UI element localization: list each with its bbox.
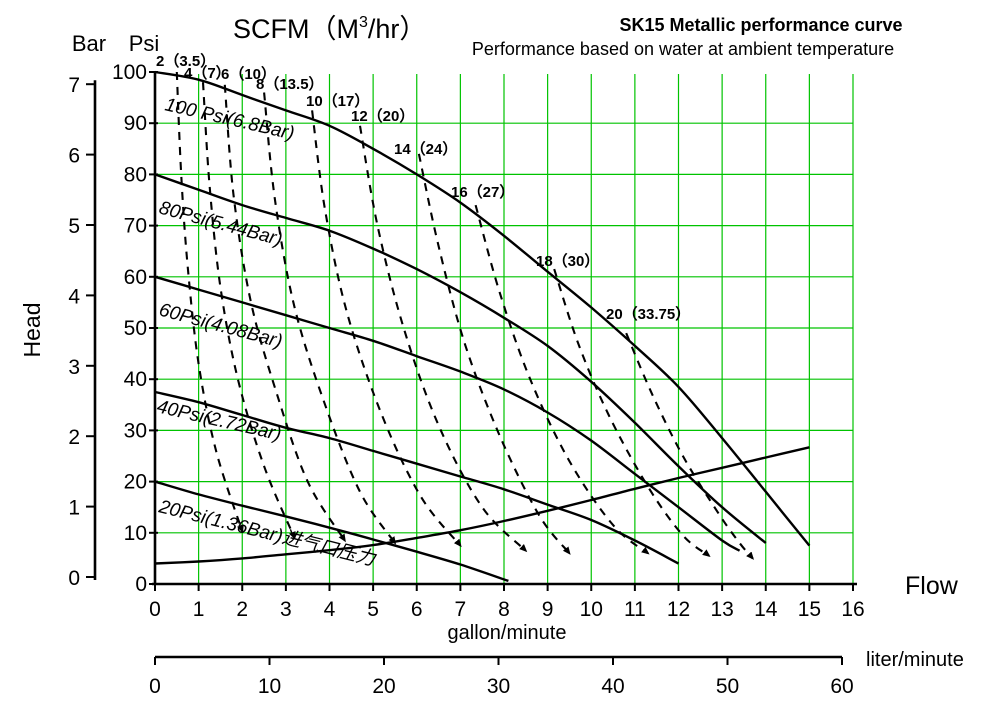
curves	[154, 70, 811, 583]
dashed-curve-label-10: 10（17）	[306, 92, 369, 110]
solid-curve-label-1: 100 Psi(6.8Bar)	[163, 94, 296, 144]
curve-solid-604psi	[154, 275, 741, 552]
gallon-tick-label: 11	[624, 598, 646, 621]
gallon-tick-label: 8	[498, 598, 510, 621]
gallon-tick-label: 12	[667, 598, 690, 621]
solid-curve-label-5: 20Psi(1.36Bar)进气口压力	[156, 496, 379, 571]
solid-curve-label-2: 80Psi(5.44Bar)	[157, 198, 285, 251]
liter-tick-label: 40	[601, 675, 624, 698]
bar-tick-label: 3	[68, 356, 80, 379]
bar-tick-label: 4	[68, 285, 80, 308]
solid-curve-label-4: 40Psi(2.72Bar)	[155, 396, 283, 445]
dashed-curve-label-4: 4（7）	[184, 64, 231, 82]
liter-unit-label: liter/minute	[866, 649, 964, 671]
gallon-tick-label: 7	[455, 598, 467, 621]
gallon-tick-label: 5	[367, 598, 379, 621]
gallon-tick-label: 13	[710, 598, 733, 621]
flow-axis-label: Flow	[905, 572, 959, 600]
curve-dashed-scfm-10	[311, 110, 462, 548]
head-axis-label: Head	[19, 303, 45, 358]
gallon-tick-label: 10	[580, 598, 603, 621]
bar-tick-label: 6	[68, 145, 80, 168]
bar-tick-label: 1	[68, 497, 80, 520]
dashed-curve-label-18: 18（30）	[536, 252, 599, 270]
liter-tick-label: 30	[487, 675, 510, 698]
dashed-curve-label-14: 14（24）	[394, 140, 457, 158]
gallon-tick-label: 2	[236, 598, 248, 621]
liter-tick-label: 0	[149, 675, 161, 698]
gallon-tick-label: 16	[841, 598, 864, 621]
gallon-tick-label: 3	[280, 598, 292, 621]
curve-dashed-scfm-14	[417, 153, 571, 555]
psi-tick-label: 100	[112, 61, 147, 84]
psi-tick-label: 90	[124, 112, 147, 135]
psi-tick-label: 40	[124, 368, 147, 391]
dashed-curve-label-6: 6（10）	[221, 65, 276, 83]
bar-tick-label: 5	[68, 215, 80, 238]
psi-tick-label: 70	[124, 215, 147, 238]
psi-tick-label: 10	[124, 522, 147, 545]
curve-dashed-scfm-6	[223, 84, 346, 543]
grid	[155, 74, 854, 584]
bar-tick-label: 7	[68, 74, 80, 97]
dashed-curve-label-12: 12（20）	[351, 107, 414, 125]
psi-tick-label: 50	[124, 317, 147, 340]
bar-axis-header: Bar	[72, 31, 106, 56]
dashed-curve-label-20: 20（33.75）	[606, 305, 690, 323]
curve-dashed-scfm-2	[175, 71, 244, 534]
curve-solid-402psi	[154, 390, 680, 565]
psi-axis-header: Psi	[129, 31, 160, 56]
psi-tick-label: 80	[124, 163, 147, 186]
gallon-unit-label: gallon/minute	[448, 622, 567, 644]
curve-dashed-scfm-12	[358, 125, 528, 553]
dashed-curve-label-2: 2（3.5）	[156, 52, 215, 70]
gallon-tick-label: 15	[798, 598, 821, 621]
gallon-tick-label: 9	[542, 598, 554, 621]
chart-subtitle: Performance based on water at ambient te…	[472, 39, 894, 59]
psi-tick-label: 20	[124, 471, 147, 494]
curve-solid-rising	[154, 446, 810, 565]
bar-tick-label: 2	[68, 426, 80, 449]
curve-solid-805psi	[154, 173, 767, 544]
gallon-tick-label: 1	[193, 598, 205, 621]
top-axis-title: SCFM（M3/hr）	[233, 14, 426, 44]
gallon-tick-label: 4	[324, 598, 336, 621]
psi-tick-label: 60	[124, 266, 147, 289]
static-labels: SCFM（M3/hr） SK15 Metallic performance cu…	[19, 14, 964, 671]
curve-dashed-scfm-4	[201, 82, 296, 540]
axes	[86, 71, 857, 665]
curve-solid-201psi	[154, 480, 509, 583]
psi-tick-label: 30	[124, 419, 147, 442]
dashed-curve-label-16: 16（27）	[451, 183, 514, 201]
curve-dashed-scfm-20	[625, 332, 754, 560]
liter-tick-label: 20	[372, 675, 395, 698]
liter-tick-label: 10	[258, 675, 281, 698]
solid-curve-label-3: 60Psi(4.08Bar)	[157, 300, 285, 353]
dashed-curve-label-8: 8（13.5）	[256, 75, 324, 93]
bar-tick-label: 0	[68, 567, 80, 590]
chart-title: SK15 Metallic performance curve	[619, 15, 902, 35]
curve-solid-100psi	[154, 70, 811, 547]
psi-tick-label: 0	[135, 573, 147, 596]
gallon-tick-label: 6	[411, 598, 423, 621]
gallon-tick-label: 14	[754, 598, 778, 621]
gallon-tick-label: 0	[149, 598, 161, 621]
liter-tick-label: 60	[830, 675, 853, 698]
liter-tick-label: 50	[716, 675, 739, 698]
curve-dashed-scfm-16	[474, 204, 650, 555]
